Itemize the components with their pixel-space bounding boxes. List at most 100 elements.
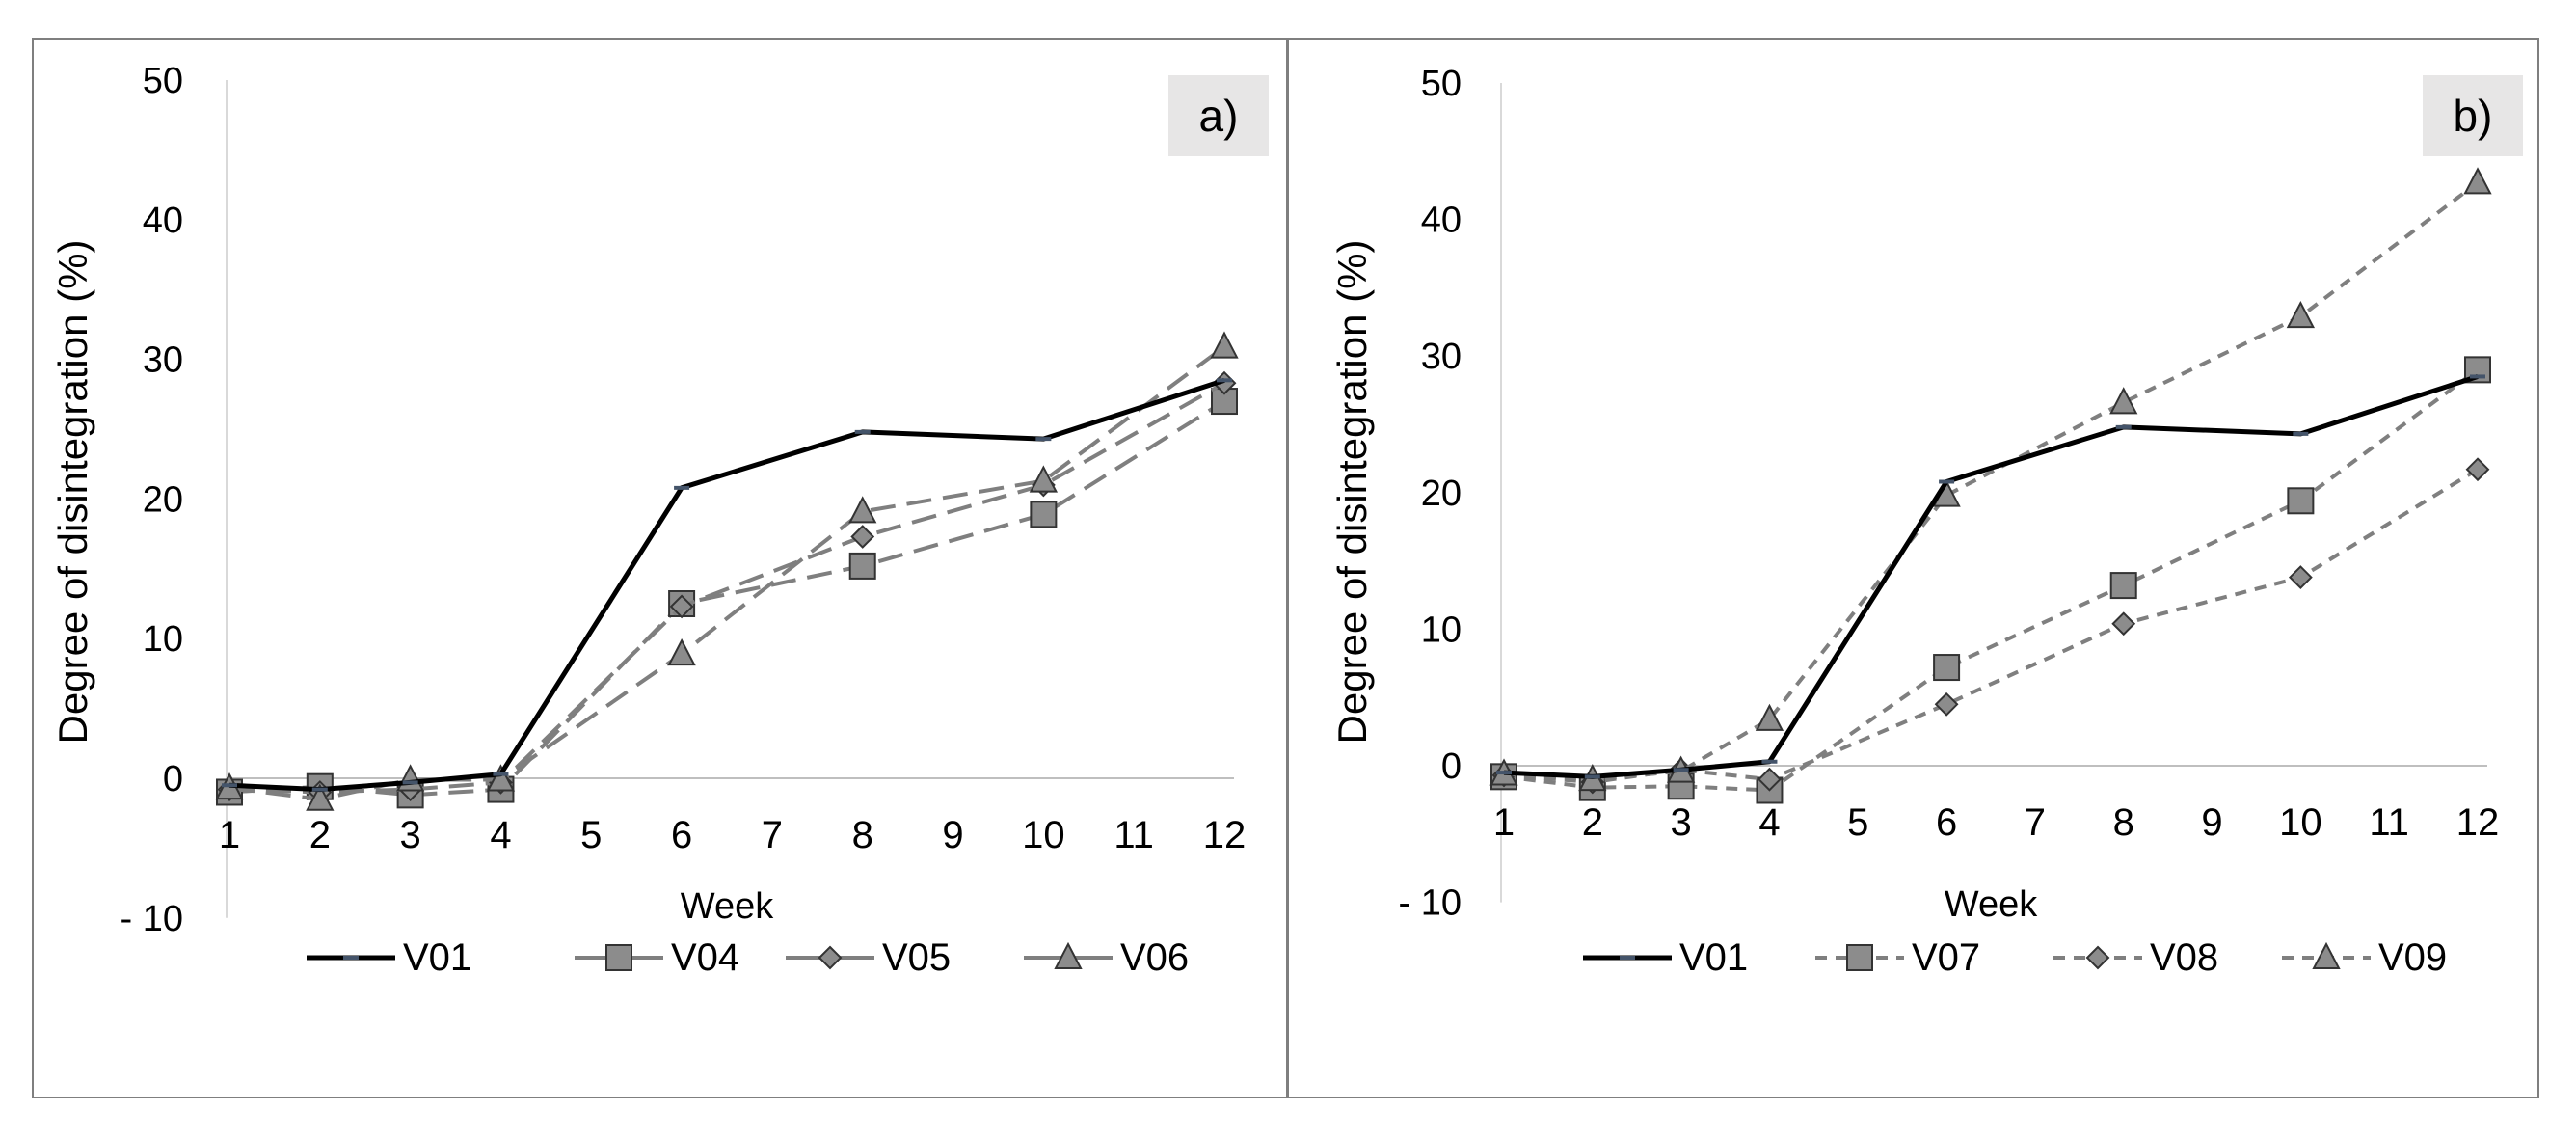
legend-label: V01 — [403, 936, 471, 979]
legend-label: V05 — [882, 936, 951, 979]
y-tick-label: 40 — [143, 201, 183, 241]
x-tick-label: 5 — [1847, 801, 1868, 844]
x-tick-label: 1 — [219, 814, 240, 856]
data-point-V08 — [2111, 611, 2136, 637]
y-axis-title: Degree of disintegration (%) — [50, 240, 95, 745]
legend-marker — [2085, 945, 2110, 970]
data-point-V09 — [2463, 167, 2492, 195]
data-point-V04 — [848, 552, 876, 580]
data-point-V06 — [1029, 465, 1059, 493]
x-tick-label: 12 — [1203, 814, 1247, 856]
legend-label: V08 — [2150, 936, 2218, 979]
series-V08 — [1491, 457, 2490, 795]
y-tick-label: 30 — [143, 340, 183, 381]
x-tick-label: 2 — [309, 814, 331, 856]
series-line-V01 — [1503, 374, 2479, 779]
data-point-V05 — [850, 525, 875, 549]
legend-label: V06 — [1120, 936, 1189, 979]
legend-entry-V09: V09 — [2282, 936, 2447, 979]
legend-marker — [1846, 944, 1873, 971]
panel-label-box — [2423, 75, 2523, 156]
series-line-V05 — [228, 381, 1225, 795]
y-tick-label: 10 — [143, 619, 183, 660]
x-axis-title: Week — [1945, 884, 2038, 925]
x-tick-label: 2 — [1582, 801, 1603, 844]
data-point-V08 — [1758, 767, 1782, 792]
data-point-V09 — [2286, 300, 2316, 329]
data-point-V06 — [848, 496, 877, 524]
x-tick-label: 7 — [762, 814, 783, 856]
y-tick-label: 20 — [143, 479, 183, 520]
legend-entry-V06: V06 — [1024, 936, 1189, 979]
series-V01 — [1496, 374, 2485, 779]
y-tick-label: 0 — [163, 759, 183, 799]
legend-marker — [818, 945, 843, 970]
x-tick-label: 11 — [2369, 801, 2409, 844]
y-tick-label: 10 — [1421, 610, 1462, 650]
data-point-V07 — [2109, 572, 2137, 600]
figure-frame — [32, 38, 2539, 1098]
x-tick-label: 3 — [1671, 801, 1692, 844]
x-tick-label: 1 — [1493, 801, 1515, 844]
x-axis-title: Week — [681, 886, 774, 927]
x-tick-label: 6 — [1936, 801, 1957, 844]
panel-divider — [1286, 38, 1289, 1098]
y-tick-label: 50 — [1421, 64, 1462, 104]
series-line-V01 — [228, 377, 1225, 793]
x-tick-label: 9 — [2201, 801, 2222, 844]
data-point-V08 — [2288, 565, 2313, 590]
legend-label: V09 — [2378, 936, 2447, 979]
x-tick-label: 4 — [490, 814, 511, 856]
panel-label: a) — [1199, 91, 1239, 141]
x-tick-label: 4 — [1758, 801, 1780, 844]
legend-entry-V08: V08 — [2053, 936, 2218, 979]
data-point-V06 — [306, 783, 335, 811]
legend-label: V07 — [1912, 936, 1980, 979]
data-point-V06 — [486, 764, 516, 792]
series-line-V07 — [1503, 367, 2480, 793]
data-point-V06 — [667, 637, 696, 666]
legend-entry-V01: V01 — [1583, 936, 1748, 979]
panel-label-box — [1168, 75, 1269, 156]
x-tick-label: 11 — [1114, 814, 1154, 856]
series-line-V06 — [228, 344, 1226, 801]
data-point-V04 — [1030, 501, 1058, 528]
y-tick-label: - 10 — [121, 899, 183, 939]
series-V09 — [1489, 167, 2492, 792]
data-point-V09 — [1755, 703, 1784, 731]
series-V07 — [1490, 356, 2491, 804]
series-line-V04 — [228, 399, 1226, 798]
x-tick-label: 8 — [2113, 801, 2134, 844]
series-line-V08 — [1503, 468, 2480, 784]
data-point-V09 — [2109, 387, 2138, 415]
legend-marker — [2312, 941, 2341, 969]
data-point-V08 — [1934, 691, 1959, 717]
x-tick-label: 8 — [852, 814, 873, 856]
legend-marker — [1054, 941, 1083, 969]
data-point-V06 — [1210, 331, 1239, 359]
series-V05 — [217, 370, 1237, 804]
legend-marker — [605, 944, 632, 971]
x-tick-label: 10 — [2279, 801, 2322, 844]
y-tick-label: 50 — [143, 61, 183, 101]
y-tick-label: 30 — [1421, 337, 1462, 377]
x-tick-label: 10 — [1022, 814, 1065, 856]
data-point-V07 — [2287, 487, 2315, 515]
x-tick-label: 9 — [942, 814, 963, 856]
panel-label: b) — [2454, 91, 2493, 141]
y-axis-title: Degree of disintegration (%) — [1329, 240, 1375, 745]
series-V06 — [215, 331, 1239, 811]
y-tick-label: 0 — [1441, 746, 1462, 787]
y-tick-label: 20 — [1421, 474, 1462, 514]
y-tick-label: - 10 — [1399, 883, 1462, 924]
x-tick-label: 5 — [580, 814, 602, 856]
series-line-V09 — [1503, 180, 2480, 782]
legend-entry-V04: V04 — [575, 936, 739, 979]
data-point-V08 — [2465, 457, 2490, 482]
x-tick-label: 7 — [2025, 801, 2046, 844]
x-tick-label: 6 — [671, 814, 692, 856]
data-point-V07 — [1933, 654, 1961, 682]
